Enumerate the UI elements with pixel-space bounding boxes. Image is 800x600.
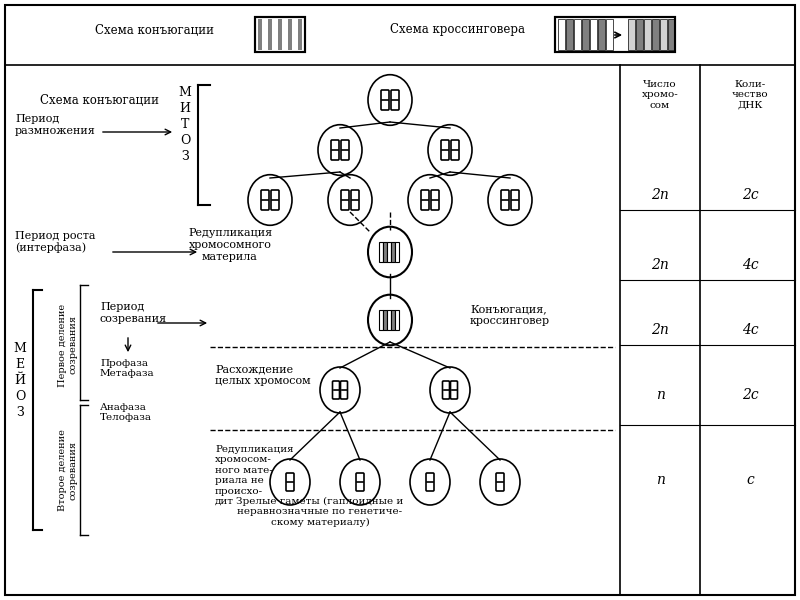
Text: Схема конъюгации: Схема конъюгации [41, 94, 159, 107]
Bar [273, 19, 277, 50]
Bar [379, 242, 383, 262]
Bar [383, 310, 387, 330]
Bar [263, 19, 267, 50]
Text: Период роста
(интерфаза): Период роста (интерфаза) [15, 231, 95, 253]
Bar [387, 310, 391, 330]
Text: Второе деление
созревания: Второе деление созревания [58, 429, 78, 511]
Bar [395, 310, 399, 330]
Text: c: c [746, 473, 754, 487]
Bar [255, 17, 305, 52]
Text: 2n: 2n [651, 258, 669, 272]
Text: Первое деление
созревания: Первое деление созревания [58, 304, 78, 386]
Bar [395, 242, 399, 262]
Bar [278, 19, 282, 50]
Bar [555, 17, 675, 52]
Text: Число
хромо-
сом: Число хромо- сом [642, 80, 678, 110]
Bar [652, 19, 659, 50]
FancyBboxPatch shape [426, 473, 434, 491]
Text: М
Е
Й
О
З: М Е Й О З [14, 341, 26, 419]
Text: Расхождение
целых хромосом: Расхождение целых хромосом [215, 364, 310, 386]
FancyBboxPatch shape [271, 190, 279, 210]
FancyBboxPatch shape [496, 473, 504, 491]
Text: 4c: 4c [742, 258, 758, 272]
Bar [582, 19, 589, 50]
FancyBboxPatch shape [286, 473, 294, 491]
FancyBboxPatch shape [501, 190, 509, 210]
FancyBboxPatch shape [442, 381, 450, 399]
FancyBboxPatch shape [341, 190, 349, 210]
Text: Конъюгация,
кроссинговер: Конъюгация, кроссинговер [470, 304, 550, 326]
Text: Метафаза: Метафаза [100, 368, 154, 377]
FancyBboxPatch shape [421, 190, 429, 210]
Bar [668, 19, 675, 50]
FancyBboxPatch shape [341, 381, 347, 399]
Bar [268, 19, 272, 50]
Text: n: n [655, 388, 665, 402]
Bar [293, 19, 297, 50]
FancyBboxPatch shape [351, 190, 359, 210]
FancyBboxPatch shape [261, 190, 269, 210]
FancyBboxPatch shape [431, 190, 439, 210]
Text: Анафаза: Анафаза [100, 403, 147, 413]
Text: 2n: 2n [651, 323, 669, 337]
Text: n: n [655, 473, 665, 487]
Bar [391, 242, 395, 262]
Bar [298, 19, 302, 50]
FancyBboxPatch shape [331, 140, 339, 160]
FancyBboxPatch shape [441, 140, 449, 160]
Bar [255, 17, 305, 52]
Bar [660, 19, 667, 50]
Bar [566, 19, 573, 50]
Text: М
И
Т
О
З: М И Т О З [178, 86, 191, 163]
Bar [258, 19, 262, 50]
FancyBboxPatch shape [333, 381, 339, 399]
FancyBboxPatch shape [391, 90, 399, 110]
FancyBboxPatch shape [341, 140, 349, 160]
FancyBboxPatch shape [451, 140, 459, 160]
Bar [383, 242, 387, 262]
Bar [387, 242, 391, 262]
Text: Схема кроссинговера: Схема кроссинговера [390, 23, 525, 37]
Bar [555, 17, 675, 52]
Bar [283, 19, 287, 50]
Bar [558, 19, 565, 50]
FancyBboxPatch shape [381, 90, 389, 110]
Bar [574, 19, 581, 50]
Text: 2n: 2n [651, 188, 669, 202]
Bar [379, 310, 383, 330]
Text: Редупликация
хромосом-
ного мате-
риала не
происхо-
дит: Редупликация хромосом- ного мате- риала … [215, 445, 294, 506]
Text: Период
созревания: Период созревания [100, 302, 167, 324]
Bar [636, 19, 643, 50]
Text: Телофаза: Телофаза [100, 413, 152, 422]
FancyBboxPatch shape [511, 190, 519, 210]
Bar [644, 19, 651, 50]
Text: Период
размножения: Период размножения [15, 114, 96, 136]
Bar [598, 19, 605, 50]
Text: Коли-
чество
ДНК: Коли- чество ДНК [732, 80, 768, 110]
FancyBboxPatch shape [450, 381, 458, 399]
Text: Схема конъюгации: Схема конъюгации [95, 23, 214, 37]
Text: Зрелые гаметы (гаплоидные и
неравнозначные по генетиче-
скому материалу): Зрелые гаметы (гаплоидные и неравнозначн… [236, 497, 404, 527]
Bar [606, 19, 613, 50]
Text: 2c: 2c [742, 388, 758, 402]
Bar [590, 19, 597, 50]
Bar [391, 310, 395, 330]
Text: 2c: 2c [742, 188, 758, 202]
Text: 4c: 4c [742, 323, 758, 337]
Text: Профаза: Профаза [100, 358, 148, 367]
FancyBboxPatch shape [356, 473, 364, 491]
Text: Редупликация
хромосомного
материла: Редупликация хромосомного материла [188, 229, 272, 262]
Bar [628, 19, 635, 50]
Bar [288, 19, 292, 50]
